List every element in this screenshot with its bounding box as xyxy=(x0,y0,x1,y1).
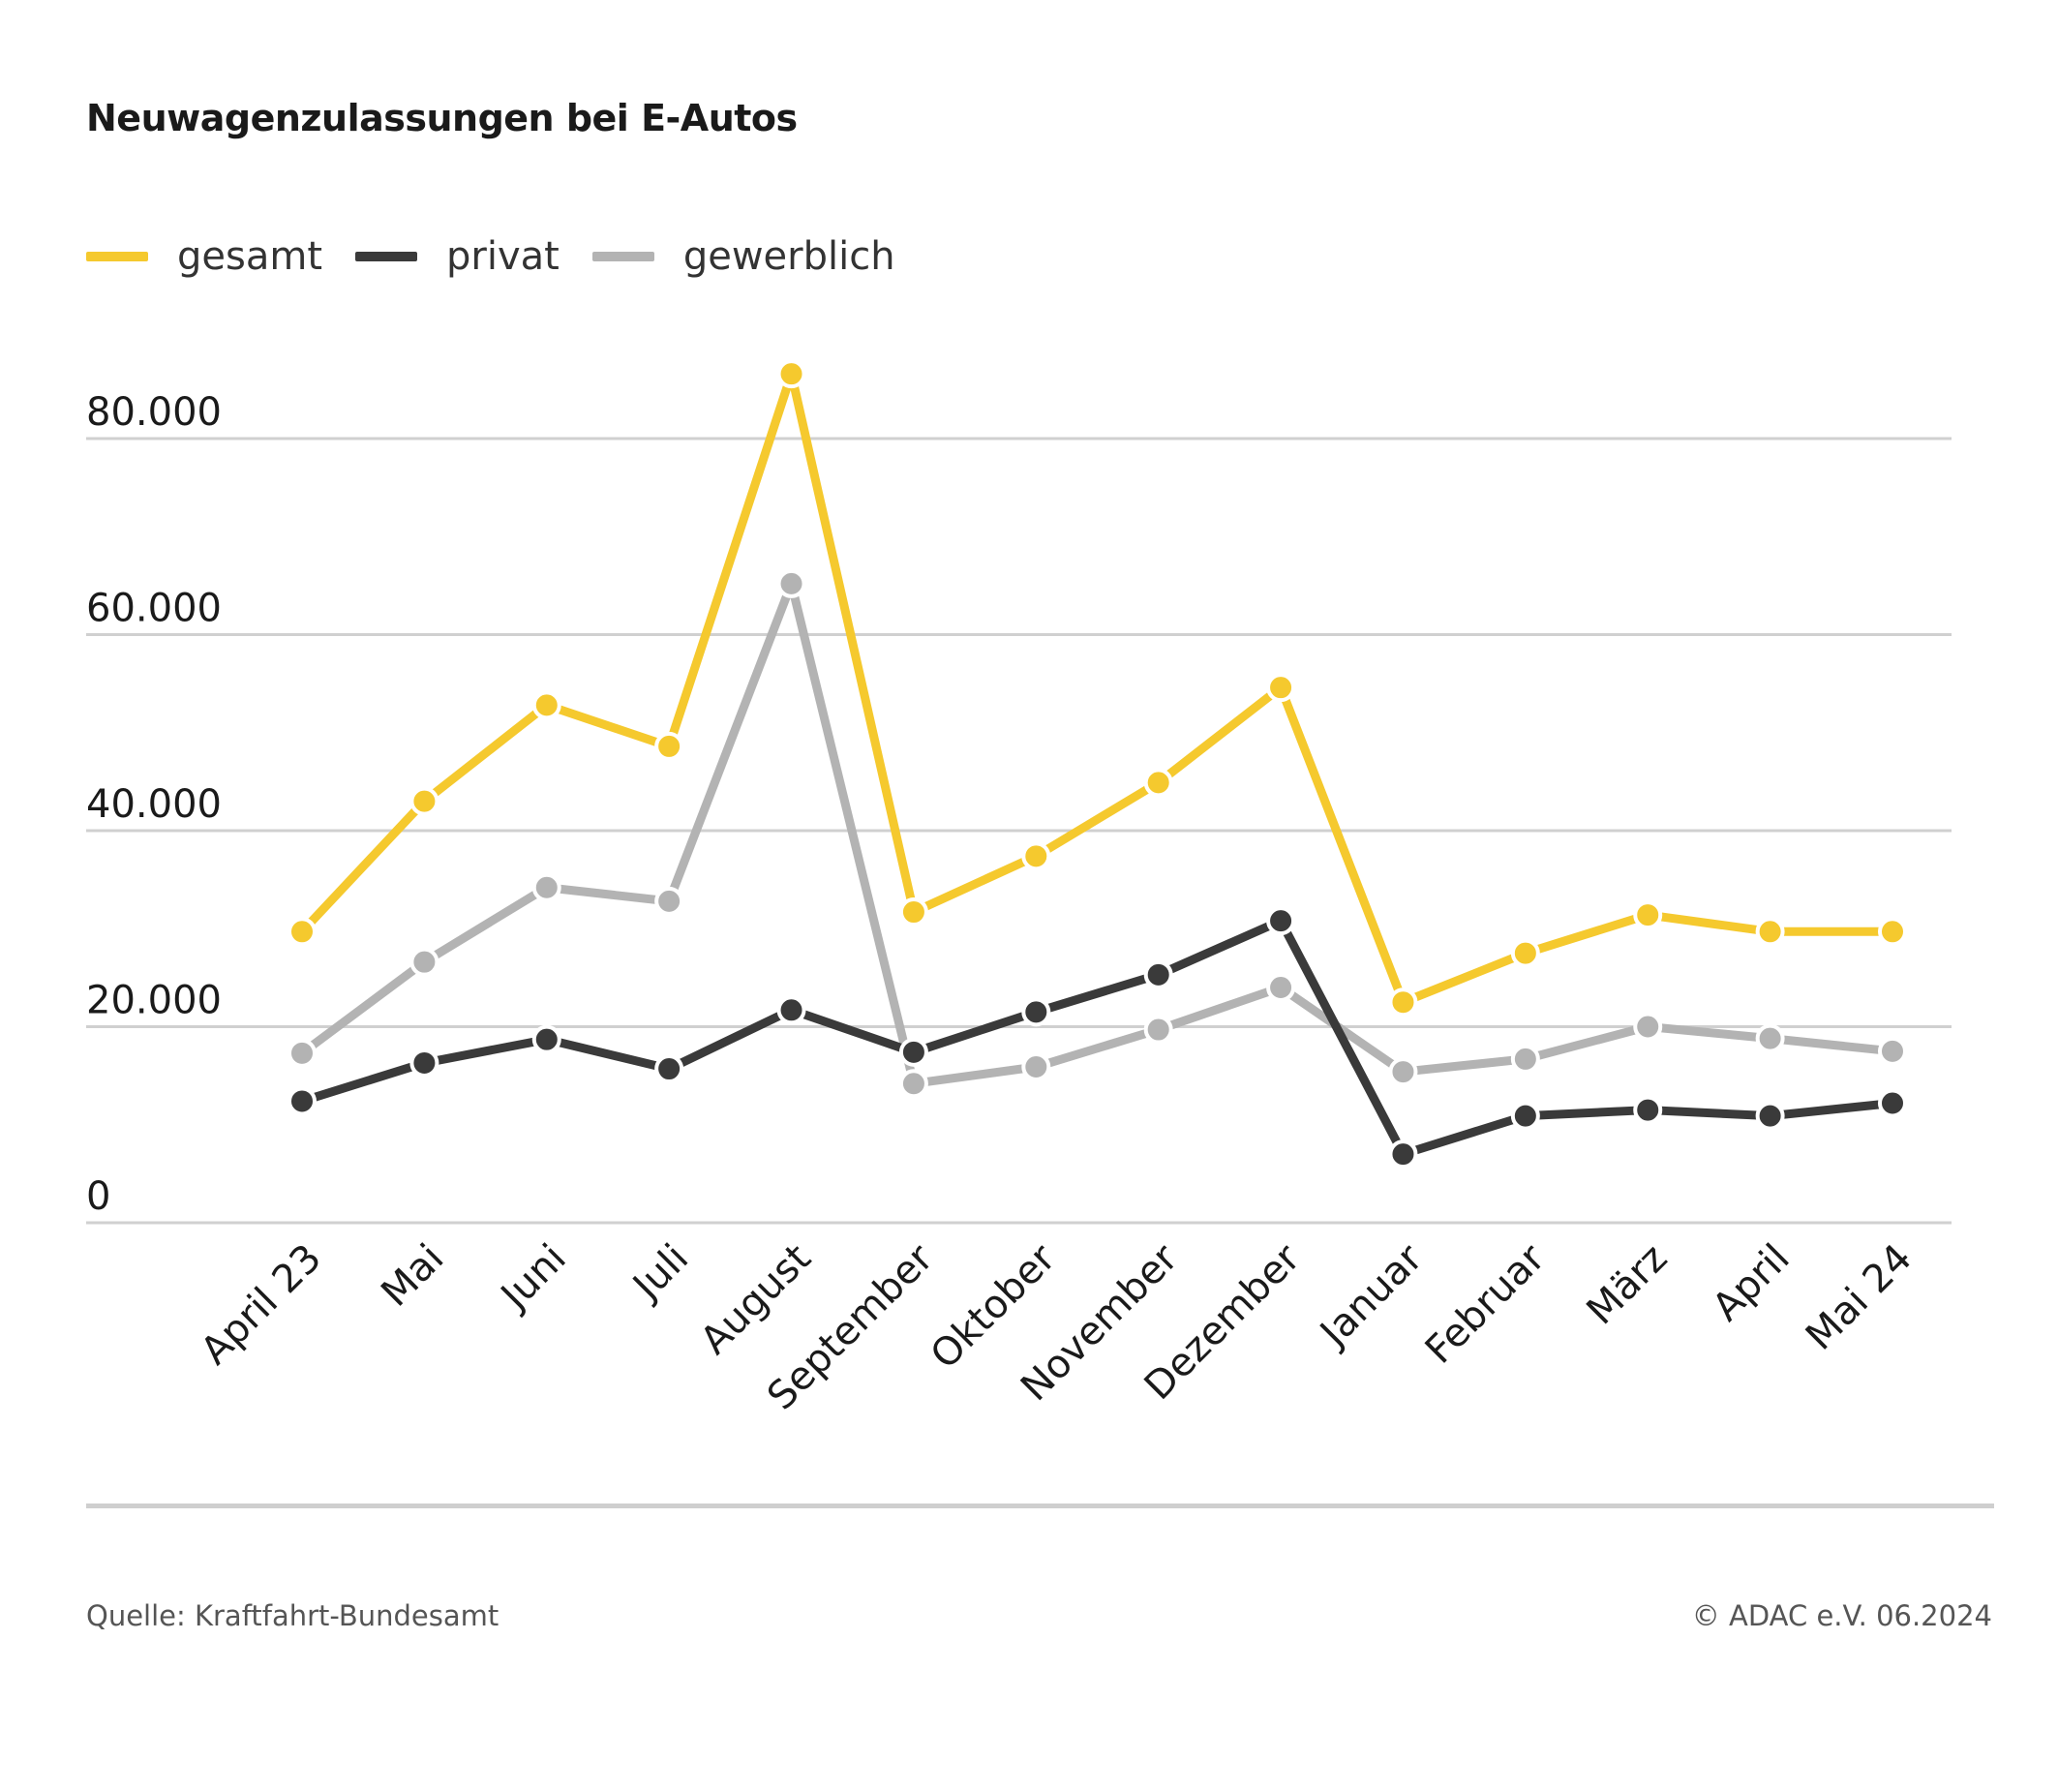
data-point-gesamt xyxy=(288,917,317,947)
data-point-gewerblich xyxy=(1633,1012,1663,1042)
data-point-gesamt xyxy=(409,786,439,816)
legend-swatch-gewerblich xyxy=(591,252,654,261)
data-point-gesamt xyxy=(1633,900,1663,930)
copyright-note: © ADAC e.V. 06.2024 xyxy=(1691,1599,1992,1632)
data-point-gewerblich xyxy=(898,1069,928,1099)
data-point-privat xyxy=(654,1054,684,1084)
data-point-gesamt xyxy=(531,690,561,720)
data-point-privat xyxy=(898,1037,928,1067)
chart-legend: gesamt privat gewerblich xyxy=(86,232,928,281)
data-point-gewerblich xyxy=(1510,1044,1540,1074)
data-point-gewerblich xyxy=(1388,1057,1418,1087)
x-tick-label: Februar xyxy=(1417,1235,1555,1373)
legend-swatch-privat xyxy=(355,252,417,261)
y-tick-label: 20.000 xyxy=(86,979,222,1023)
data-point-privat xyxy=(1388,1139,1418,1169)
legend-label-gewerblich: gewerblich xyxy=(682,234,895,279)
x-tick-label: August xyxy=(692,1236,820,1364)
legend-item-privat: privat xyxy=(355,234,560,279)
chart-title: Neuwagenzulassungen bei E-Autos xyxy=(86,97,798,139)
data-point-privat xyxy=(1633,1095,1663,1125)
data-point-privat xyxy=(1878,1088,1907,1118)
legend-item-gewerblich: gewerblich xyxy=(591,234,895,279)
source-note: Quelle: Kraftfahrt-Bundesamt xyxy=(86,1599,499,1632)
x-tick-label: März xyxy=(1579,1236,1677,1334)
data-point-gesamt xyxy=(1510,938,1540,968)
data-point-gesamt xyxy=(1266,673,1296,703)
data-point-gewerblich xyxy=(654,886,684,916)
x-tick-label: April 23 xyxy=(193,1236,330,1374)
data-point-gewerblich xyxy=(409,947,439,977)
data-point-gesamt xyxy=(1388,987,1418,1017)
y-tick-label: 0 xyxy=(86,1174,110,1219)
series-line-gesamt xyxy=(297,369,1897,1007)
data-point-privat xyxy=(409,1048,439,1078)
x-tick-label: Juli xyxy=(623,1236,698,1311)
series-line-privat xyxy=(297,916,1897,1159)
data-point-gesamt xyxy=(1878,917,1907,947)
data-point-privat xyxy=(1755,1101,1785,1131)
x-tick-label: Mai 24 xyxy=(1798,1236,1921,1359)
series-line-gewerblich xyxy=(297,579,1897,1088)
data-point-privat xyxy=(1266,906,1296,936)
data-point-privat xyxy=(776,995,806,1025)
y-tick-label: 40.000 xyxy=(86,782,222,827)
data-point-gesamt xyxy=(898,897,928,927)
data-point-privat xyxy=(1510,1101,1540,1131)
x-tick-label: Juni xyxy=(491,1236,575,1321)
data-point-gewerblich xyxy=(1021,1052,1051,1082)
data-point-privat xyxy=(531,1024,561,1054)
legend-item-gesamt: gesamt xyxy=(86,234,322,279)
y-tick-label: 60.000 xyxy=(86,587,222,631)
data-point-gewerblich xyxy=(288,1038,317,1068)
data-point-privat xyxy=(288,1086,317,1116)
data-point-gewerblich xyxy=(531,872,561,902)
data-point-gewerblich xyxy=(1266,973,1296,1002)
data-point-privat xyxy=(1143,959,1173,989)
footer-divider xyxy=(86,1503,1994,1508)
legend-swatch-gesamt xyxy=(86,252,148,261)
y-tick-label: 80.000 xyxy=(86,390,222,435)
data-point-gesamt xyxy=(654,731,684,761)
data-point-privat xyxy=(1021,997,1051,1027)
data-point-gesamt xyxy=(776,359,806,389)
data-point-gewerblich xyxy=(1878,1036,1907,1066)
data-point-gewerblich xyxy=(1755,1023,1785,1053)
x-tick-label: April xyxy=(1705,1236,1799,1330)
data-point-gesamt xyxy=(1143,768,1173,798)
x-tick-label: Mai xyxy=(373,1236,452,1316)
x-tick-label: Januar xyxy=(1310,1235,1432,1357)
legend-label-gesamt: gesamt xyxy=(177,234,322,279)
data-point-gesamt xyxy=(1021,841,1051,871)
data-point-gewerblich xyxy=(1143,1015,1173,1045)
data-point-gewerblich xyxy=(776,568,806,598)
legend-label-privat: privat xyxy=(446,234,560,279)
data-point-gesamt xyxy=(1755,917,1785,947)
